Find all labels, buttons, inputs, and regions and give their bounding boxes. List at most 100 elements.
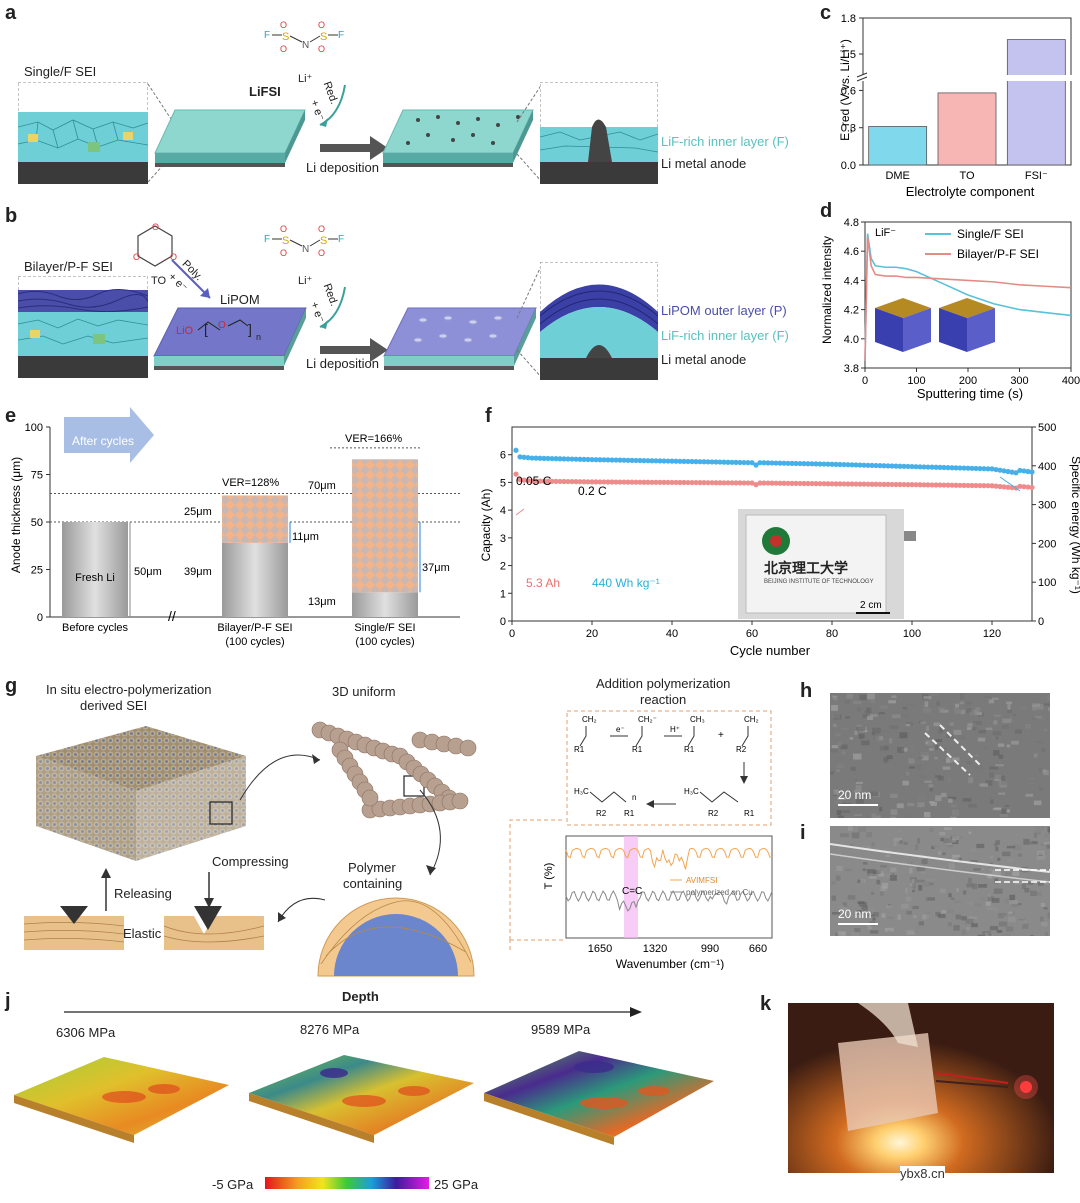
- tem-grain: [978, 884, 988, 888]
- f-point: [905, 463, 911, 470]
- single-f-sei-label: Single/F SEI: [24, 64, 97, 79]
- chart-f: Capacity (Ah) Specific energy (Wh kg⁻¹) …: [480, 422, 1080, 658]
- f-point: [1017, 483, 1023, 489]
- tem-grain: [868, 907, 875, 913]
- tem-grain: [856, 726, 866, 732]
- f-point: [849, 462, 855, 468]
- red-arrow-a: [319, 84, 346, 127]
- tem-grain: [998, 781, 1007, 788]
- tem-grain: [949, 816, 957, 818]
- f-point: [921, 482, 927, 488]
- tem-grain: [869, 876, 877, 879]
- um39-label: 39μm: [184, 566, 212, 578]
- tem-grain: [862, 862, 868, 865]
- svg-text:F: F: [338, 30, 344, 41]
- tem-grain: [860, 879, 866, 884]
- tem-grain: [876, 879, 881, 885]
- tem-grain: [983, 695, 992, 698]
- tem-grain: [995, 840, 1000, 845]
- f-point: [889, 481, 895, 488]
- f-point: [837, 481, 843, 487]
- panel-b: Bilayer/P-F SEI O O O TO Poly. + e⁻ LiPO…: [0, 200, 820, 400]
- f-point: [545, 478, 551, 484]
- tem-grain: [856, 724, 863, 728]
- f-point: [701, 459, 707, 465]
- ir-cc-band: [624, 836, 638, 938]
- tem-grain: [846, 916, 855, 920]
- chem-r1b: R1: [632, 745, 643, 754]
- f-point: [949, 465, 955, 471]
- tem-grain: [879, 891, 884, 896]
- chem-r1a: R1: [574, 745, 585, 754]
- tem-grain: [1029, 779, 1038, 784]
- tem-grain: [980, 785, 986, 791]
- tem-grain: [831, 895, 836, 901]
- tem-grain: [1025, 723, 1031, 729]
- f-point: [917, 464, 923, 470]
- svg-text:O: O: [152, 222, 159, 232]
- f-point: [729, 459, 735, 465]
- f-point: [833, 481, 839, 487]
- tem-grain: [905, 721, 914, 726]
- f-point: [773, 480, 779, 486]
- f-point: [681, 479, 687, 486]
- tem-grain: [1040, 716, 1046, 721]
- f-point: [713, 459, 719, 465]
- f-point: [997, 483, 1003, 490]
- f-point: [841, 461, 847, 468]
- panel-letter-c: c: [820, 2, 832, 24]
- arrow-deposition-a: [320, 136, 388, 160]
- f-point: [881, 481, 887, 487]
- f-point: [853, 462, 859, 468]
- panel-letter-j: j: [5, 990, 11, 1012]
- f-point: [649, 458, 655, 464]
- elastic-blocks: [24, 906, 264, 950]
- f-point: [641, 458, 647, 464]
- tem-grain: [848, 899, 858, 903]
- f-point: [549, 478, 555, 484]
- e-cat-2a: Bilayer/P-F SEI: [217, 622, 292, 634]
- f-point: [801, 480, 807, 487]
- ir-xlabel: Wavenumber (cm⁻¹): [616, 957, 725, 970]
- f-point: [625, 457, 631, 463]
- after-cycles-label: After cycles: [72, 434, 134, 448]
- tem-grain: [862, 738, 868, 742]
- tem-grain: [1040, 842, 1046, 847]
- tem-grain: [950, 902, 956, 907]
- tem-grain: [831, 704, 838, 711]
- tem-grain: [1002, 933, 1011, 936]
- tem-grain: [924, 897, 928, 900]
- bead: [459, 739, 477, 757]
- f-ytick-left-label: 1: [500, 588, 506, 600]
- tem-grain: [991, 897, 1000, 903]
- tem-grain: [950, 804, 957, 808]
- tem-grain: [837, 815, 844, 818]
- svg-text:O: O: [280, 248, 287, 258]
- tem-grain: [884, 872, 891, 879]
- tem-grain: [946, 732, 950, 739]
- tem-grain: [1021, 883, 1027, 890]
- tem-grain: [901, 747, 908, 752]
- tem-grain: [935, 744, 939, 750]
- f-rate1: 0.05 C: [516, 474, 552, 488]
- chem-ch2a: CH₂: [582, 715, 597, 724]
- tem-grain: [1017, 903, 1022, 906]
- tem-grain: [900, 903, 909, 909]
- tem-grain: [944, 904, 951, 911]
- ir-xtick-label: 1650: [588, 943, 612, 955]
- f-point: [577, 456, 583, 462]
- tem-grain: [925, 912, 930, 915]
- f-point: [969, 465, 975, 471]
- f-point: [641, 479, 647, 485]
- chart-d: Normalized intensity Sputtering time (s)…: [820, 217, 1080, 401]
- tem-grain: [966, 707, 972, 712]
- tem-grain: [1042, 770, 1049, 776]
- tem-grain: [968, 777, 974, 784]
- svg-text:F: F: [264, 234, 270, 245]
- f-point: [537, 478, 543, 484]
- tem-grain: [977, 737, 986, 742]
- f-point: [829, 461, 835, 467]
- f-point: [733, 480, 739, 486]
- svg-text:O: O: [280, 20, 287, 30]
- panel-j: Depth 6306 MPa 8276 MPa 9589 MPa: [0, 985, 760, 1203]
